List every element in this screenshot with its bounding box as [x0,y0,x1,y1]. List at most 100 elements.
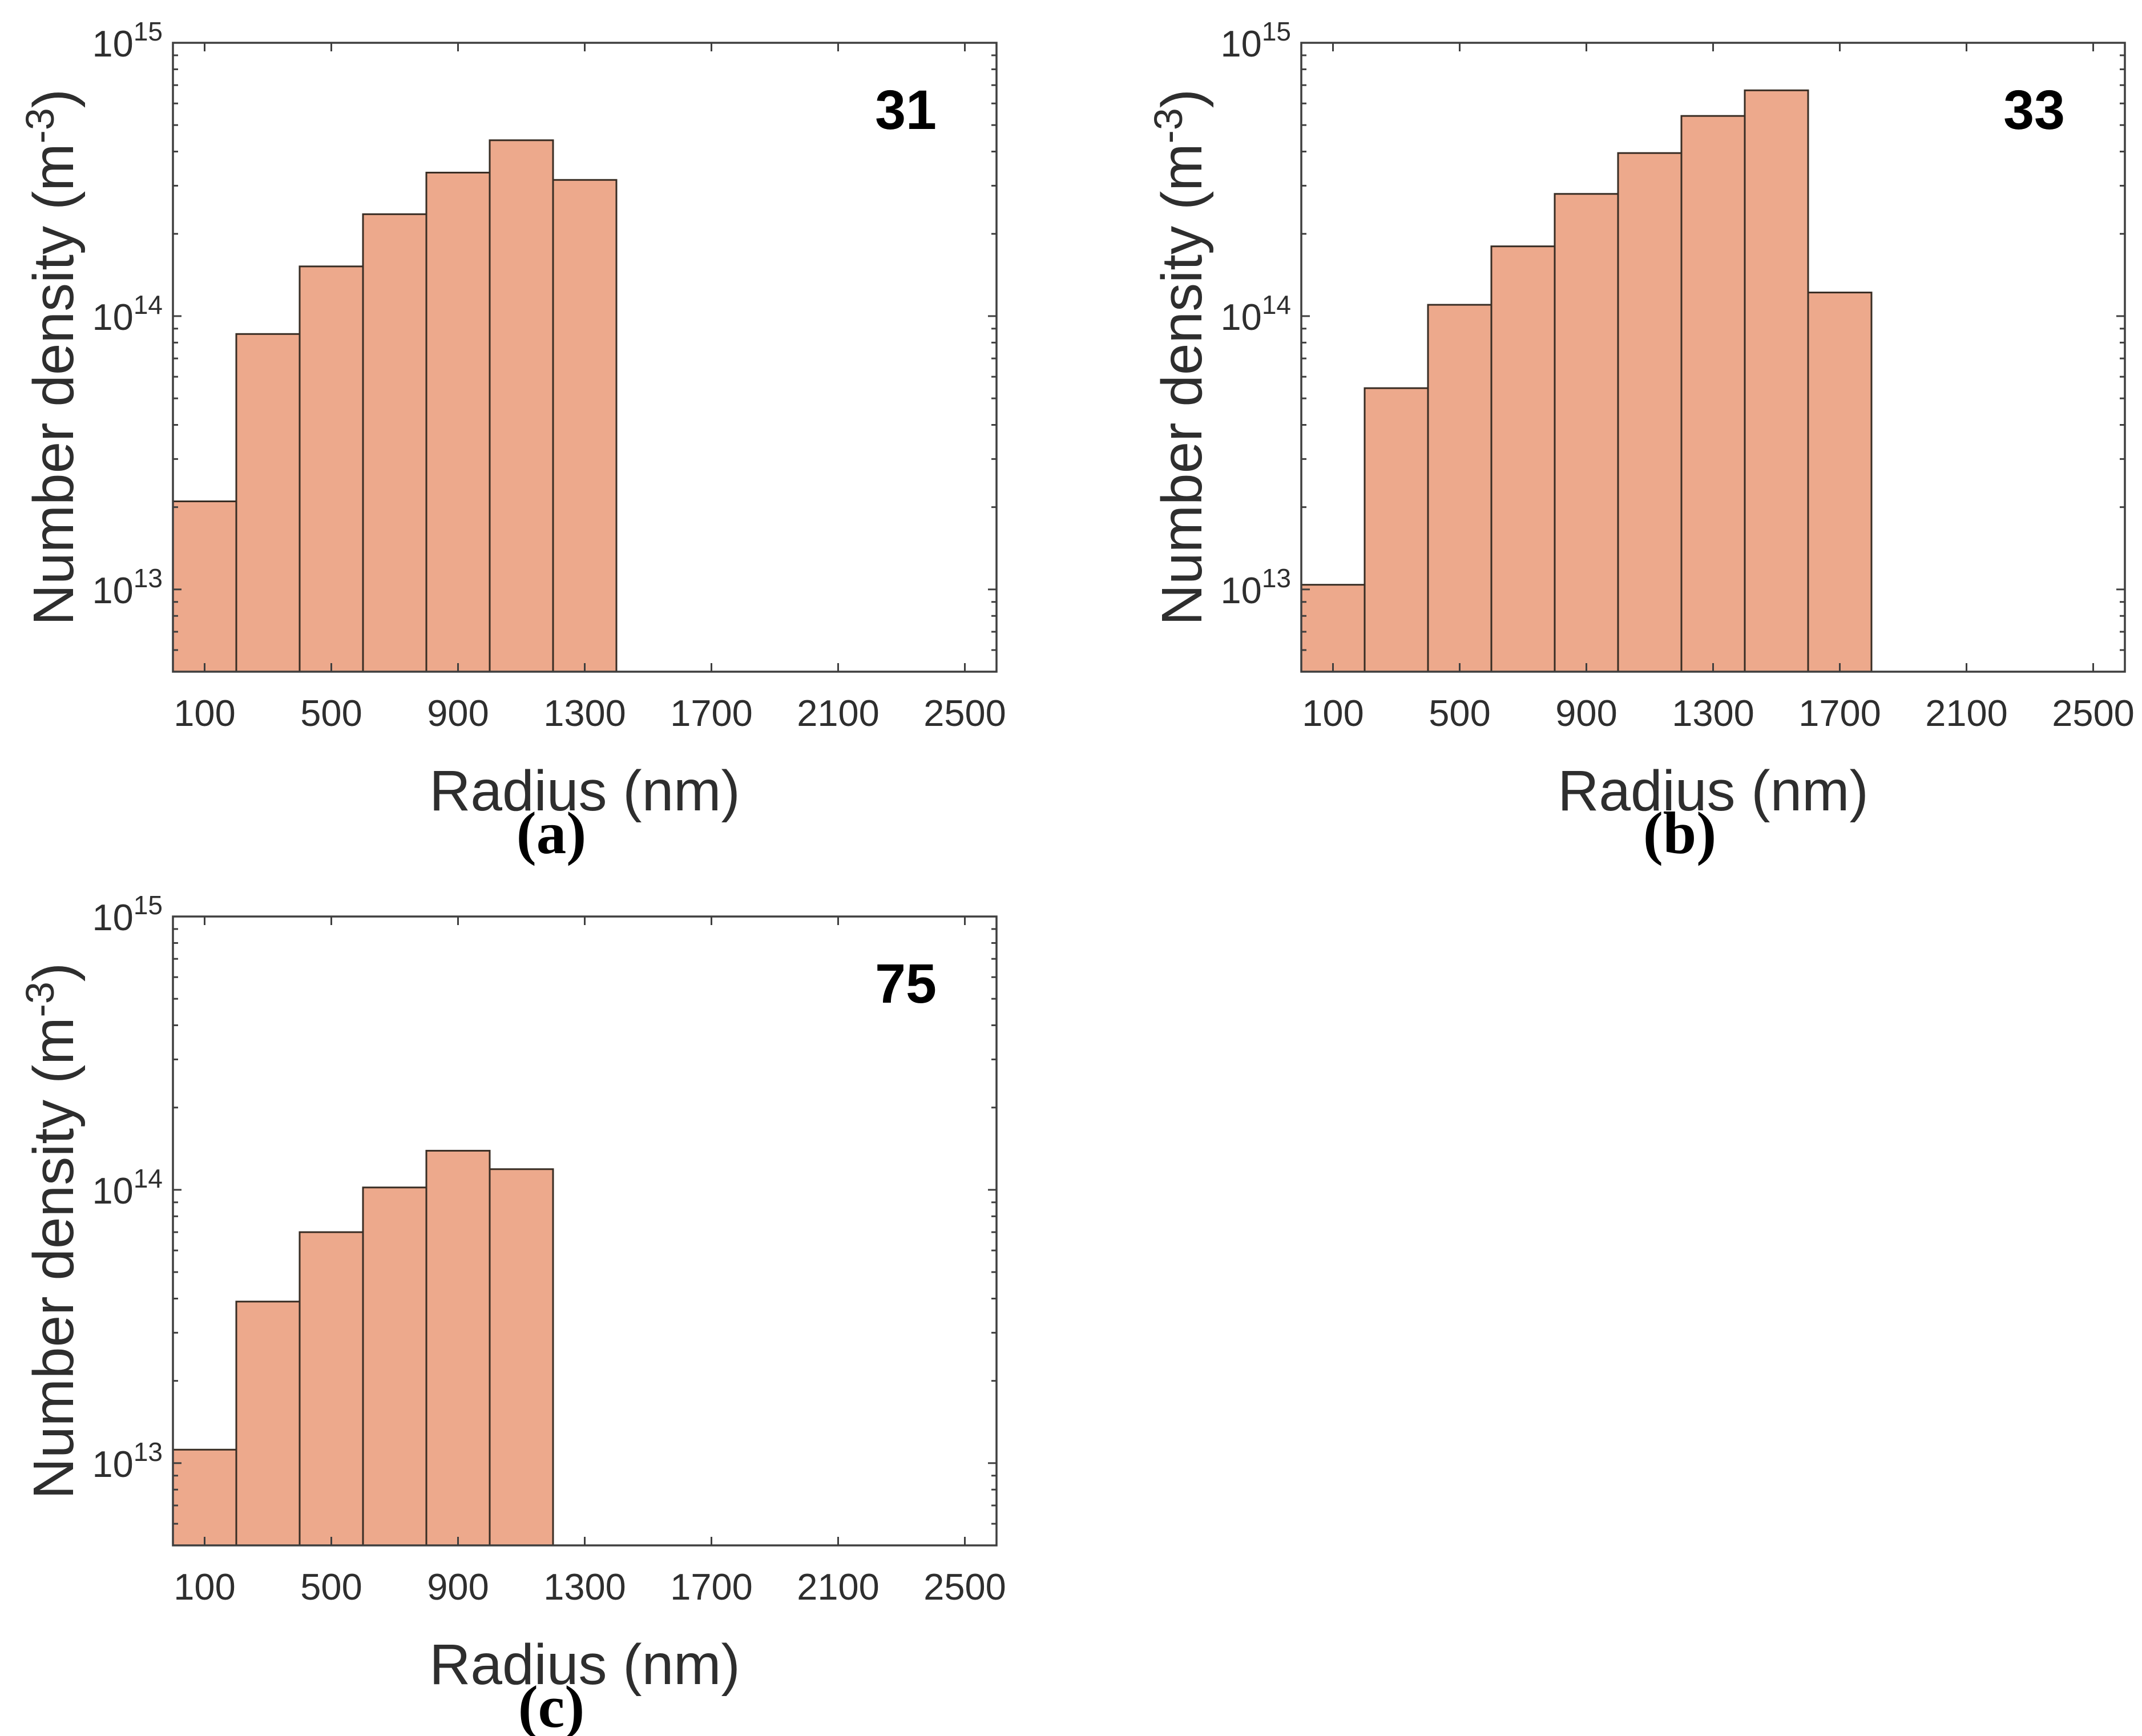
x-tick-label: 100 [174,1566,235,1608]
histogram-bar [362,1186,427,1547]
histogram-bar [1617,152,1683,673]
histogram-bar [172,500,237,673]
y-tick-base: 10 [1221,23,1262,64]
y-tick-label: 1013 [1221,563,1291,611]
y-axis-label: Number density (m-3) [1146,89,1214,625]
x-tick-label: 500 [300,692,362,734]
y-tick-exponent: 13 [134,563,163,593]
x-tick-label: 900 [427,1566,489,1608]
y-tick-exponent: 13 [1262,563,1291,593]
histogram-bar [489,139,554,673]
y-label-post: ) [1150,89,1214,108]
histogram-bar [1744,89,1809,673]
panel-caption: (c) [518,1673,585,1736]
y-tick-label: 1013 [92,1437,163,1485]
x-axis-label: Radius (nm) [429,1633,740,1697]
ticks-group [173,915,997,1545]
x-tick-label: 2100 [797,1566,880,1608]
y-tick-exponent: 15 [1262,17,1291,46]
histogram-bar [1300,584,1366,673]
y-label-pre: Number density (m [22,143,86,625]
x-tick-label: 2500 [923,692,1006,734]
y-tick-label: 1014 [1221,290,1291,338]
y-axis-label: Number density (m-3) [18,963,86,1499]
corner-label: 33 [2003,79,2065,141]
x-tick-label: 1300 [1672,692,1754,734]
histogram-bar [1490,245,1556,673]
x-tick-label: 1300 [543,1566,626,1608]
y-tick-label: 1015 [92,890,163,938]
y-tick-exponent: 14 [134,1164,163,1193]
histogram-bar [235,333,301,673]
histogram-bar [552,179,618,673]
y-tick-base: 10 [1221,296,1262,338]
histogram-bar [1554,193,1619,673]
x-tick-label: 100 [1302,692,1364,734]
y-tick-label: 1015 [92,17,163,64]
x-tick-label: 2100 [797,692,880,734]
y-tick-base: 10 [1221,570,1262,611]
y-tick-base: 10 [92,1170,134,1212]
bars-group [1300,89,1873,673]
histogram-chart: 100 500 900 1300 1700 2100 2500101310141015Rad… [18,890,1006,1736]
x-tick-label: 1700 [670,1566,753,1608]
y-label-post: ) [22,963,86,982]
histogram-panel-b: 100 500 900 1300 1700 2100 2500 1013 1014 1015 Rad… [1128,0,2142,879]
x-tick-label: 900 [427,692,489,734]
histogram-bar [298,265,364,673]
y-tick-exponent: 13 [134,1437,163,1467]
x-tick-label: 2100 [1925,692,2008,734]
x-tick-label: 2500 [2052,692,2135,734]
histogram-bar [1427,304,1492,673]
corner-label: 31 [875,79,937,141]
y-label-post: ) [22,89,86,108]
y-tick-label: 1015 [1221,17,1291,64]
x-tick-label: 900 [1555,692,1617,734]
histogram-bar [425,1149,491,1547]
histogram-bar [1364,387,1429,673]
y-label-pre: Number density (m [22,1017,86,1499]
y-tick-label: 1014 [92,290,163,338]
histogram-chart: 100 500 900 1300 1700 2100 2500101310141015Rad… [18,17,1006,866]
y-tick-label: 1014 [92,1164,163,1212]
histogram-chart: 100 500 900 1300 1700 2100 2500101310141015Rad… [1146,17,2135,866]
histogram-bar [425,171,491,673]
y-tick-exponent: 15 [134,17,163,46]
x-tick-label: 1700 [1798,692,1881,734]
histogram-bar [362,213,427,673]
y-tick-base: 10 [92,296,134,338]
y-tick-base: 10 [92,570,134,611]
x-tick-label: 500 [300,1566,362,1608]
y-tick-base: 10 [92,23,134,64]
corner-label: 75 [875,952,937,1015]
bars-group [172,139,618,673]
ticks-group [1301,42,2125,672]
histogram-bar [1680,115,1746,673]
x-tick-label: 100 [174,692,235,734]
x-tick-label: 1700 [670,692,753,734]
y-tick-exponent: 14 [134,290,163,320]
ticks-group [173,42,997,672]
y-label-superscript: -3 [18,108,62,143]
y-tick-base: 10 [92,897,134,938]
histogram-bar [489,1168,554,1547]
y-label-pre: Number density (m [1150,143,1214,625]
panel-caption: (b) [1643,800,1716,866]
x-tick-label: 2500 [923,1566,1006,1608]
y-label-superscript: -3 [18,982,62,1017]
y-label-superscript: -3 [1146,108,1191,143]
histogram-bar [172,1448,237,1547]
x-axis-label: Radius (nm) [429,759,740,823]
x-tick-label: 1300 [543,692,626,734]
histogram-bar [298,1231,364,1547]
y-tick-label: 1013 [92,563,163,611]
panel-caption: (a) [517,800,586,866]
y-tick-exponent: 14 [1262,290,1291,320]
x-tick-label: 500 [1429,692,1490,734]
x-axis-label: Radius (nm) [1558,759,1869,823]
y-tick-base: 10 [92,1443,134,1485]
histogram-bar [235,1301,301,1547]
histogram-bar [1807,292,1873,673]
y-axis-label: Number density (m-3) [18,89,86,625]
